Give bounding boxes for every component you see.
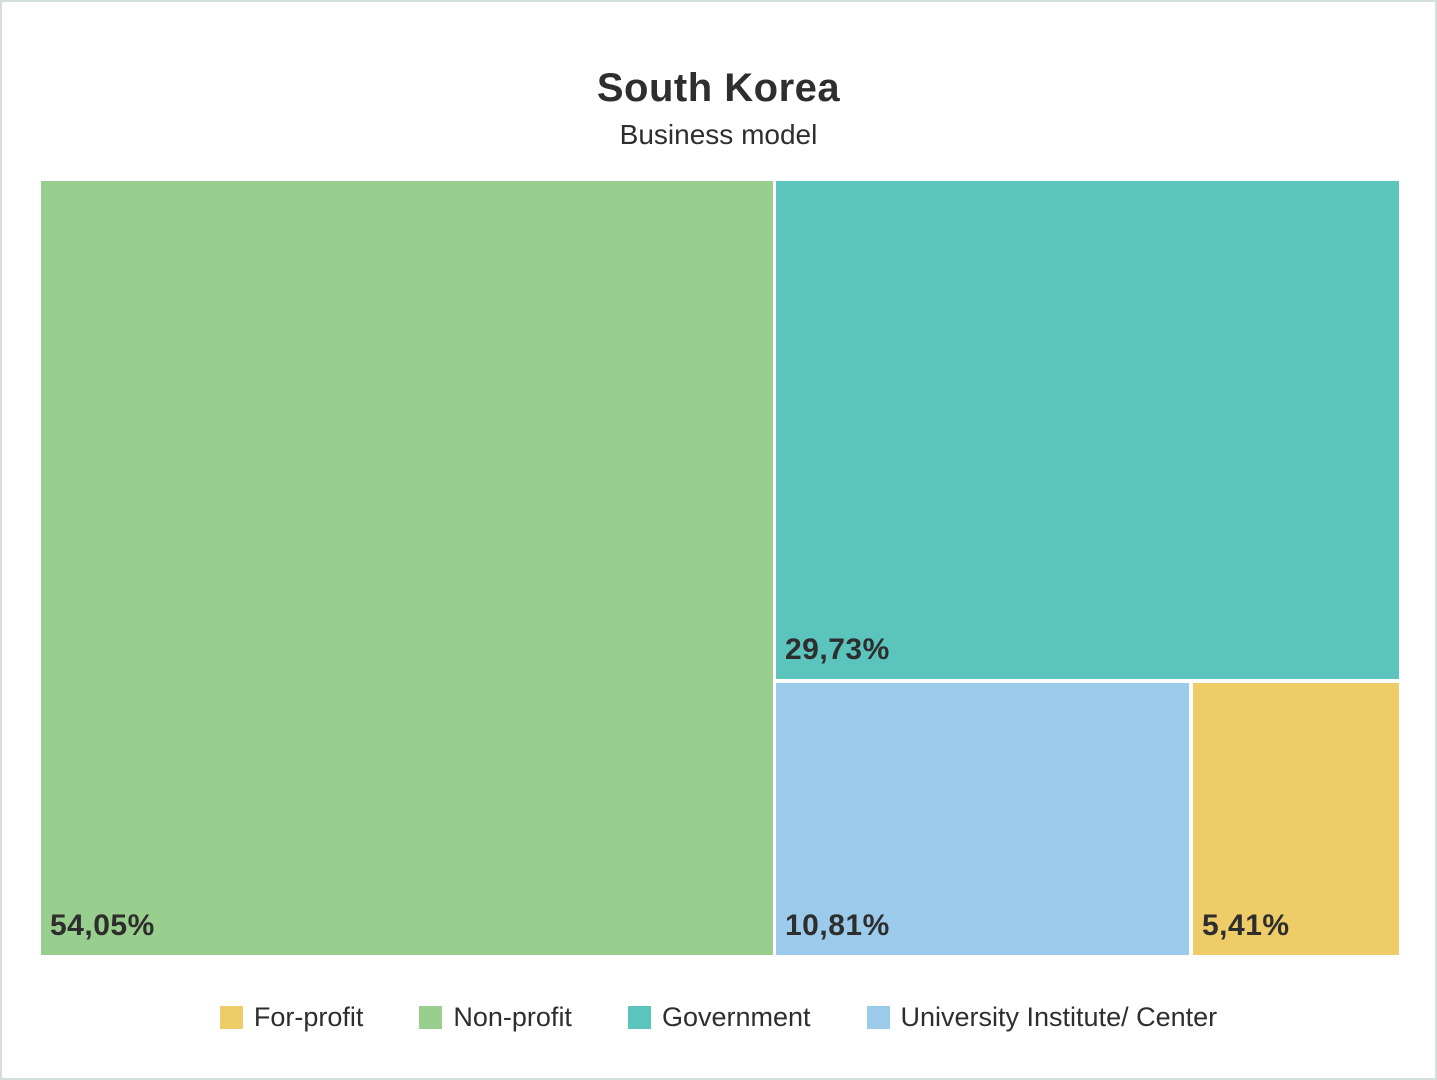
legend: For-profit Non-profit Government University… bbox=[2, 1002, 1435, 1033]
treemap-segment-value-for-profit: 5,41% bbox=[1202, 909, 1290, 942]
legend-item-non-profit: Non-profit bbox=[419, 1002, 572, 1033]
legend-swatch-icon-for-profit bbox=[219, 1006, 243, 1029]
treemap-segment-for-profit: 5,41% bbox=[1193, 683, 1399, 955]
legend-label-government: Government bbox=[661, 1002, 811, 1032]
legend-swatch-icon-university-institute-center bbox=[866, 1006, 890, 1029]
chart-title: South Korea bbox=[596, 66, 841, 110]
legend-item-university-institute-center: University Institute/ Center bbox=[866, 1002, 1218, 1033]
chart-subtitle: Business model bbox=[619, 119, 818, 150]
legend-label-university-institute-center: University Institute/ Center bbox=[900, 1002, 1218, 1032]
treemap-segment-government: 29,73% bbox=[776, 181, 1399, 679]
treemap-segment-value-non-profit: 54,05% bbox=[50, 909, 155, 942]
legend-label-non-profit: Non-profit bbox=[453, 1002, 572, 1032]
legend-item-for-profit: For-profit bbox=[219, 1002, 364, 1033]
legend-swatch-icon-government bbox=[627, 1006, 651, 1029]
treemap-segment-non-profit: 54,05% bbox=[41, 181, 773, 955]
legend-item-government: Government bbox=[627, 1002, 811, 1033]
treemap-segment-value-government: 29,73% bbox=[785, 633, 890, 666]
treemap-segment-university-institute-center: 10,81% bbox=[776, 683, 1189, 955]
treemap-segment-value-university-institute-center: 10,81% bbox=[785, 909, 890, 942]
treemap: 54,05% 29,73% 10,81% 5,41% bbox=[41, 181, 1399, 955]
legend-swatch-icon-non-profit bbox=[419, 1006, 443, 1029]
legend-label-for-profit: For-profit bbox=[253, 1002, 364, 1032]
title-block: South Korea Business model bbox=[2, 66, 1435, 151]
